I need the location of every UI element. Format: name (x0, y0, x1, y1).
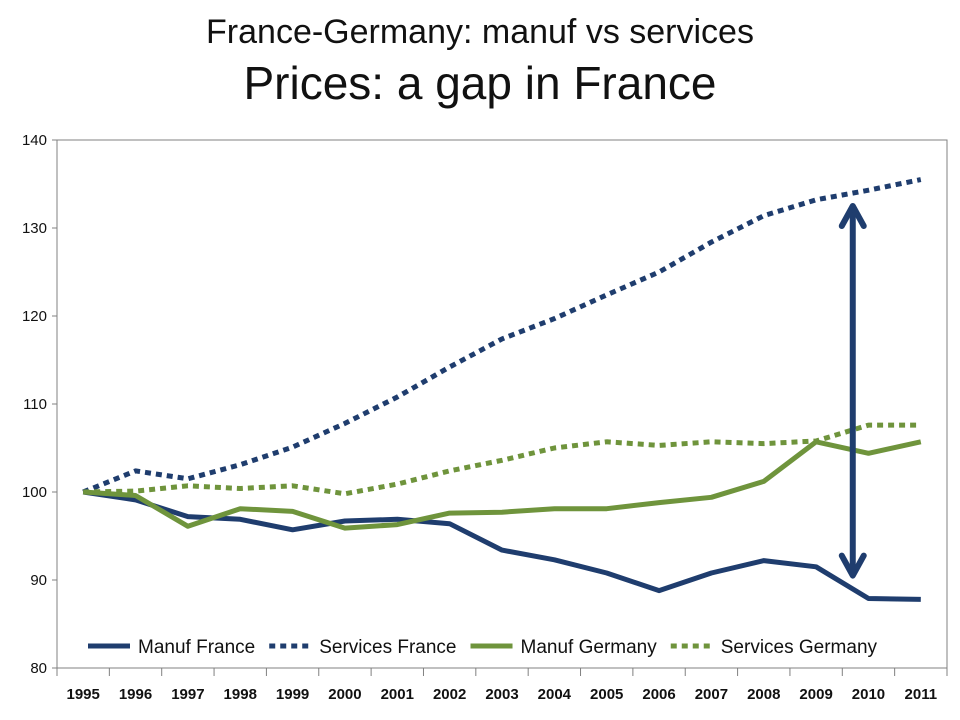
legend-label: Manuf Germany (521, 637, 658, 658)
x-tick-label: 2010 (852, 686, 885, 703)
x-tick-label: 1995 (66, 686, 99, 703)
y-tick-label: 80 (30, 660, 47, 677)
chart-title: France-Germany: manuf vs services (206, 13, 754, 51)
chart-subtitle: Prices: a gap in France (243, 57, 717, 109)
y-tick-label: 90 (30, 572, 47, 589)
x-tick-label: 2009 (799, 686, 832, 703)
x-tick-label: 2000 (328, 686, 361, 703)
y-tick-label: 100 (22, 484, 47, 501)
x-tick-label: 2003 (485, 686, 518, 703)
gap-arrow-head-up (838, 203, 867, 229)
x-axis-ticks: 1995 1996 1997 1998 1999 2000 2001 2002 2003 2004… (56, 668, 948, 703)
y-tick-label: 140 (22, 132, 47, 149)
x-tick-label: 1996 (119, 686, 152, 703)
y-tick-label: 120 (22, 308, 47, 325)
plot-frame (56, 139, 948, 669)
series-lines (82, 177, 922, 602)
title-block: France-Germany: manuf vs services Prices… (0, 0, 960, 110)
x-tick-label: 2001 (381, 686, 414, 703)
gap-arrow-head-down (838, 552, 867, 579)
y-axis-ticks: 80 90 100 110 120 130 140 (22, 132, 57, 677)
legend-label: Services France (319, 637, 456, 658)
x-tick-label: 1997 (171, 686, 204, 703)
x-tick-label: 2007 (695, 686, 728, 703)
x-tick-label: 2002 (433, 686, 466, 703)
y-tick-label: 110 (23, 396, 47, 413)
series-line-services-germany (83, 422, 921, 497)
chart-axes (56, 139, 948, 669)
y-tick-label: 130 (22, 220, 47, 237)
series-line-services-france (82, 177, 922, 495)
legend: Manuf France Services France Manuf Germany… (88, 637, 878, 658)
x-tick-label: 2005 (590, 686, 623, 703)
legend-label: Manuf France (138, 637, 255, 658)
annotations (838, 203, 867, 579)
legend-label: Services Germany (721, 637, 878, 658)
x-tick-label: 2011 (905, 686, 938, 703)
x-tick-label: 1999 (276, 686, 309, 703)
x-tick-label: 1998 (224, 686, 257, 703)
x-tick-label: 2006 (642, 686, 675, 703)
x-tick-label: 2004 (538, 686, 572, 703)
series-line-manuf-france (82, 489, 921, 602)
series-line-manuf-germany (83, 439, 922, 531)
x-tick-label: 2008 (747, 686, 780, 703)
